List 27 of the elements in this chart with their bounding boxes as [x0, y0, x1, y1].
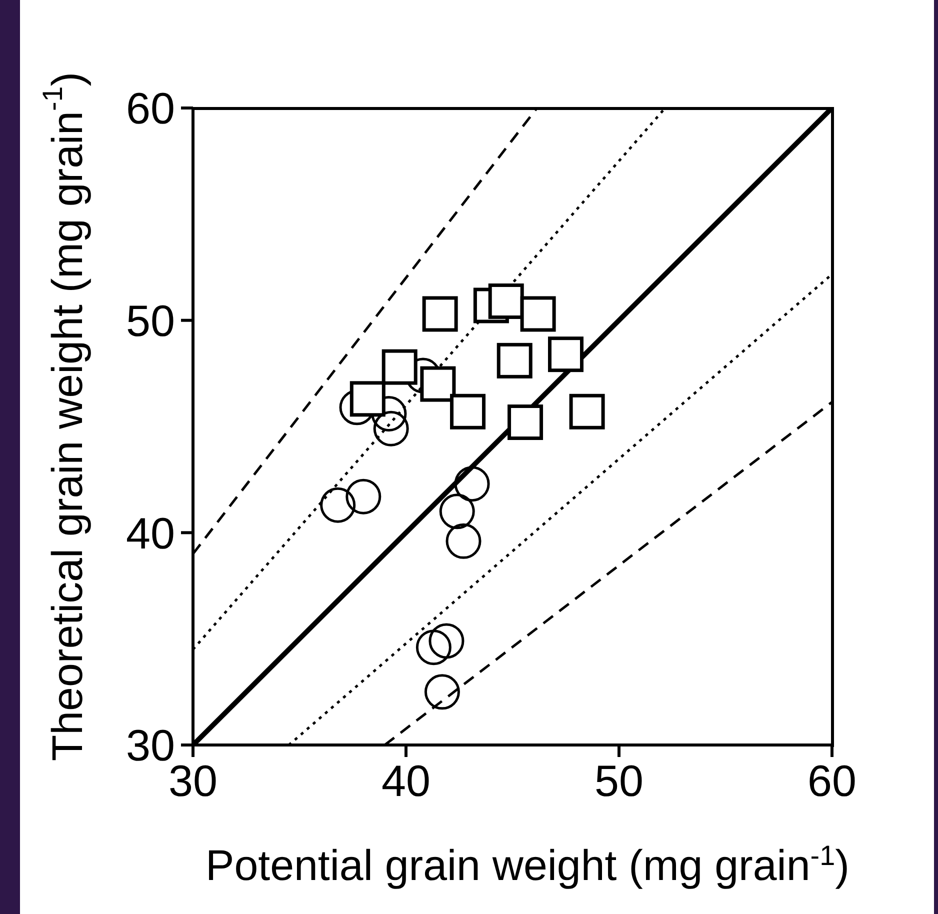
point: [422, 296, 458, 332]
x-tick-label: 60: [808, 757, 856, 806]
point: [496, 342, 532, 378]
point: [346, 478, 382, 514]
x-tick-label: 40: [382, 757, 430, 806]
point: [508, 404, 544, 440]
point: [548, 336, 584, 372]
y-tick-label: 50: [126, 296, 175, 346]
point: [350, 381, 386, 417]
point: [520, 296, 556, 332]
point: [320, 487, 356, 523]
point: [420, 366, 456, 402]
point: [569, 394, 605, 430]
x-axis-title: Potential grain weight (mg grain$^{-1}$): [206, 840, 850, 890]
point: [424, 674, 460, 710]
point: [428, 623, 464, 659]
point: [416, 630, 452, 666]
y-tick-label: 40: [126, 509, 175, 558]
point: [446, 523, 482, 559]
y-tick-label: 60: [126, 84, 175, 134]
x-tick-label: 50: [594, 757, 644, 806]
point: [450, 394, 486, 430]
point: [454, 466, 490, 502]
point: [439, 494, 475, 530]
point: [488, 283, 524, 319]
point: [373, 410, 409, 446]
point: [382, 349, 418, 385]
